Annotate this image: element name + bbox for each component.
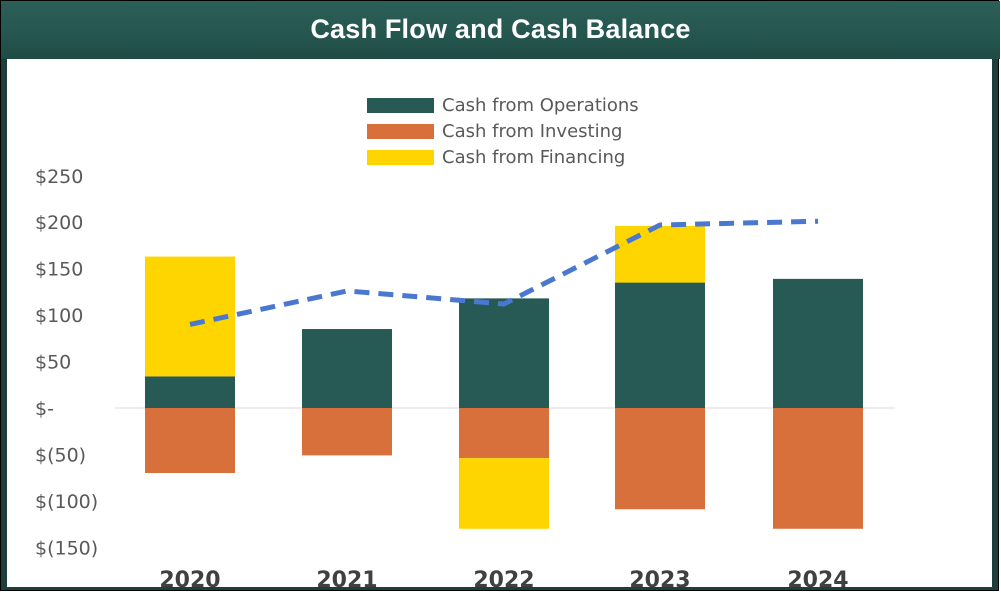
bars: [145, 225, 863, 529]
legend-label-operations: Cash from Operations: [442, 95, 639, 116]
bar-investing-2021: [302, 408, 392, 456]
bar-operations-2024: [773, 278, 863, 408]
bar-investing-2024: [773, 408, 863, 529]
bar-operations-2023: [615, 282, 705, 408]
legend-label-investing: Cash from Investing: [442, 121, 622, 142]
y-tick-label: $50: [35, 352, 71, 374]
bar-operations-2020: [145, 376, 235, 408]
bar-investing-2020: [145, 408, 235, 474]
y-tick-label: $-: [35, 398, 54, 420]
y-tick-label: $150: [35, 259, 83, 281]
bar-investing-2023: [615, 408, 705, 510]
y-axis: $250 $200 $150 $100 $50 $- $(50) $(100) $(150): [35, 166, 895, 559]
legend-swatch-financing: [367, 150, 434, 165]
y-tick-label: $(150): [35, 537, 98, 559]
cash-flow-chart: Cash from Operations Cash from Investing C…: [35, 95, 895, 593]
y-tick-label: $200: [35, 212, 83, 234]
bar-operations-2021: [302, 329, 392, 408]
bar-financing-2023: [615, 225, 705, 283]
x-axis: 2020 2021 2022 2023 2024: [159, 568, 848, 593]
y-tick-label: $100: [35, 305, 83, 327]
legend-label-financing: Cash from Financing: [442, 147, 625, 168]
legend: Cash from Operations Cash from Investing C…: [367, 95, 639, 168]
balance-line: [189, 218, 819, 327]
y-tick-label: $(100): [35, 491, 98, 513]
bar-investing-2022: [459, 408, 549, 459]
bar-financing-2022: [459, 458, 549, 529]
x-tick-label-2023: 2023: [629, 568, 690, 587]
x-tick-label-2022: 2022: [473, 568, 534, 587]
legend-swatch-operations: [367, 98, 434, 113]
cash-balance-line: [189, 218, 819, 327]
y-tick-label: $250: [35, 166, 83, 188]
y-tick-label: $(50): [35, 444, 86, 466]
bar-operations-2022: [459, 298, 549, 408]
legend-swatch-investing: [367, 124, 434, 139]
x-tick-label-2024: 2024: [787, 568, 848, 587]
chart-title: Cash Flow and Cash Balance: [310, 13, 691, 44]
title-bar: Cash Flow and Cash Balance: [1, 1, 1000, 59]
plot-area: Cash from Operations Cash from Investing C…: [7, 59, 992, 593]
x-tick-label-2020: 2020: [159, 568, 220, 587]
x-tick-label-2021: 2021: [316, 568, 377, 587]
